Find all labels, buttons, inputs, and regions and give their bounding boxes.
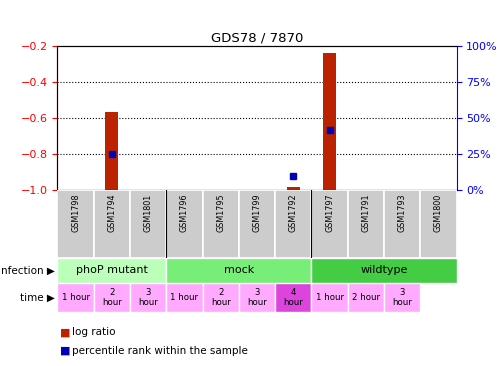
Bar	[420, 190, 457, 258]
Bar	[105, 112, 118, 190]
Bar	[130, 283, 166, 312]
Text: time ▶: time ▶	[20, 292, 55, 303]
Text: 1 hour: 1 hour	[315, 293, 344, 302]
Text: 3
hour: 3 hour	[392, 288, 412, 307]
Bar	[311, 283, 348, 312]
Bar	[94, 190, 130, 258]
Bar	[384, 190, 420, 258]
Text: 2
hour: 2 hour	[211, 288, 231, 307]
Bar	[275, 283, 311, 312]
Text: 2 hour: 2 hour	[352, 293, 380, 302]
Text: percentile rank within the sample: percentile rank within the sample	[72, 346, 248, 356]
Text: GSM1798: GSM1798	[71, 194, 80, 232]
Text: GSM1794: GSM1794	[107, 194, 116, 232]
Bar	[57, 190, 94, 258]
Text: GSM1796: GSM1796	[180, 194, 189, 232]
Text: GSM1795: GSM1795	[216, 194, 225, 232]
Bar	[57, 283, 94, 312]
Text: 3
hour: 3 hour	[138, 288, 158, 307]
Bar	[348, 283, 384, 312]
Bar	[57, 258, 166, 283]
Bar	[275, 190, 311, 258]
Text: 4
hour: 4 hour	[283, 288, 303, 307]
Bar	[311, 258, 457, 283]
Bar	[384, 283, 420, 312]
Text: 1 hour: 1 hour	[170, 293, 199, 302]
Text: phoP mutant: phoP mutant	[76, 265, 148, 276]
Text: GSM1799: GSM1799	[252, 194, 261, 232]
Text: wildtype: wildtype	[360, 265, 408, 276]
Bar	[239, 283, 275, 312]
Text: ■: ■	[60, 346, 70, 356]
Text: GSM1801: GSM1801	[144, 194, 153, 232]
Text: 1 hour: 1 hour	[61, 293, 89, 302]
Bar	[166, 258, 311, 283]
Text: mock: mock	[224, 265, 254, 276]
Text: 3
hour: 3 hour	[247, 288, 267, 307]
Text: GSM1792: GSM1792	[289, 194, 298, 232]
Bar	[287, 187, 299, 190]
Text: GSM1793: GSM1793	[398, 194, 407, 232]
Title: GDS78 / 7870: GDS78 / 7870	[211, 31, 303, 45]
Bar	[239, 190, 275, 258]
Bar	[311, 190, 348, 258]
Bar	[130, 190, 166, 258]
Bar	[348, 190, 384, 258]
Text: ■: ■	[60, 327, 70, 337]
Bar	[203, 283, 239, 312]
Bar	[166, 190, 203, 258]
Text: 2
hour: 2 hour	[102, 288, 122, 307]
Text: GSM1791: GSM1791	[361, 194, 370, 232]
Bar	[166, 283, 203, 312]
Bar	[203, 190, 239, 258]
Text: GSM1800: GSM1800	[434, 194, 443, 232]
Text: GSM1797: GSM1797	[325, 194, 334, 232]
Bar	[323, 53, 336, 190]
Text: infection ▶: infection ▶	[0, 265, 55, 276]
Text: log ratio: log ratio	[72, 327, 116, 337]
Bar	[94, 283, 130, 312]
